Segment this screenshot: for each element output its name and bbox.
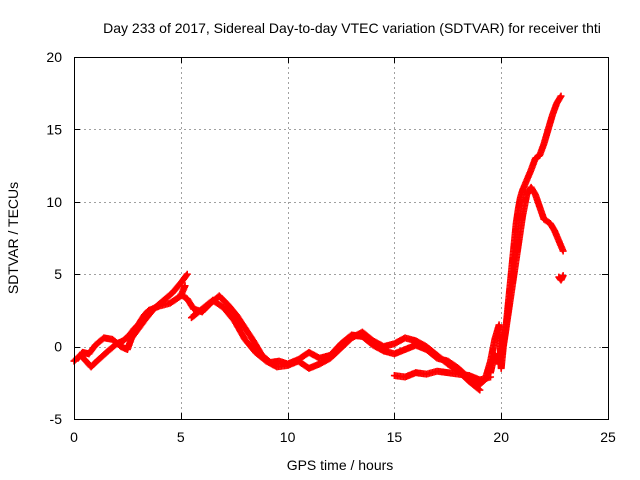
series-track-h: [555, 272, 567, 284]
series-track-f: [482, 92, 565, 380]
y-tick-label: 0: [54, 339, 62, 355]
x-tick-label: 20: [493, 429, 509, 445]
plot-frame: [74, 57, 609, 420]
y-axis: -5 0 5 10 15 20: [46, 49, 608, 427]
data-point: [559, 272, 567, 280]
x-tick-label: 5: [177, 429, 185, 445]
data-point: [182, 271, 190, 279]
data-point: [181, 282, 189, 290]
data-point: [183, 270, 191, 278]
grid-lines: [74, 57, 608, 419]
x-tick-label: 15: [387, 429, 403, 445]
y-tick-label: 5: [54, 266, 62, 282]
data-points: [70, 92, 567, 394]
series-track-e: [390, 367, 495, 384]
x-tick-label: 10: [280, 429, 296, 445]
x-tick-label: 25: [600, 429, 616, 445]
y-axis-label: SDTVAR / TECUs: [5, 182, 21, 294]
data-point: [557, 92, 565, 100]
y-tick-label: 15: [46, 121, 62, 137]
y-tick-label: 10: [46, 194, 62, 210]
x-tick-label: 0: [70, 429, 78, 445]
x-axis-label: GPS time / hours: [287, 457, 394, 473]
series-track-d: [187, 296, 484, 394]
data-point: [476, 386, 484, 394]
series-track-b: [74, 270, 191, 362]
data-point: [559, 247, 567, 255]
series-track-g: [487, 183, 567, 377]
data-point: [475, 385, 483, 393]
chart-title: Day 233 of 2017, Sidereal Day-to-day VTE…: [103, 20, 601, 36]
y-tick-label: -5: [50, 411, 63, 427]
x-axis: 0 5 10 15 20 25: [70, 57, 616, 445]
y-tick-label: 20: [46, 49, 62, 65]
